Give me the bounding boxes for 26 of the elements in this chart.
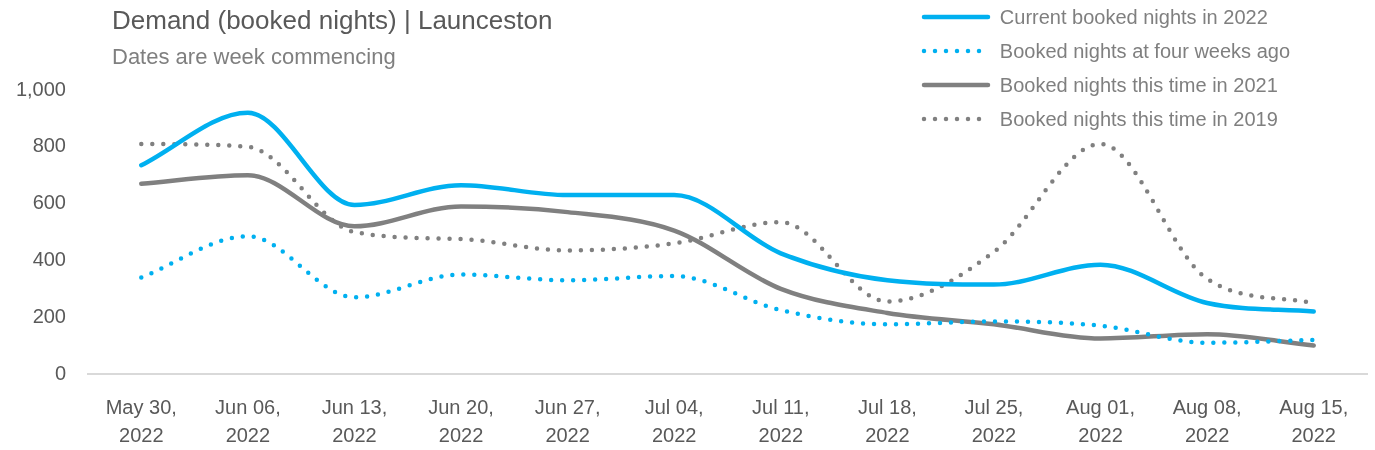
legend-label: Current booked nights in 2022 — [999, 5, 1268, 29]
line-series — [139, 234, 1316, 346]
y-tick-label: 200 — [32, 304, 66, 327]
legend-label: Booked nights this time in 2021 — [999, 73, 1278, 97]
legend-label: Booked nights this time in 2019 — [999, 107, 1278, 131]
y-tick-label: 1,000 — [15, 77, 66, 100]
chart-title: Demand (booked nights) | Launceston — [112, 5, 553, 36]
x-tick-label: Jun 13, 2022 — [321, 395, 388, 446]
x-tick-label: Jun 27, 2022 — [534, 395, 601, 446]
x-tick-label: Aug 08, 2022 — [1172, 395, 1242, 446]
x-tick-label: Jun 20, 2022 — [428, 395, 494, 446]
chart-subtitle: Dates are week commencing — [112, 44, 396, 70]
y-tick-label: 600 — [32, 191, 66, 214]
x-tick-label: Jul 25, 2022 — [964, 395, 1024, 446]
x-tick-label: Jul 18, 2022 — [857, 395, 917, 446]
x-tick-label: Jul 11, 2022 — [752, 395, 810, 446]
legend-label: Booked nights at four weeks ago — [999, 39, 1290, 63]
x-tick-label: Jun 06, 2022 — [215, 395, 281, 446]
y-tick-label: 800 — [32, 134, 66, 157]
line-series — [139, 110, 1316, 314]
x-tick-label: Aug 15, 2022 — [1279, 395, 1349, 446]
x-tick-label: Jul 04, 2022 — [644, 395, 704, 446]
y-tick-label: 0 — [54, 361, 66, 384]
y-tick-label: 400 — [32, 247, 66, 270]
x-tick-label: Aug 01, 2022 — [1066, 395, 1136, 446]
x-tick-label: May 30, 2022 — [105, 395, 177, 446]
